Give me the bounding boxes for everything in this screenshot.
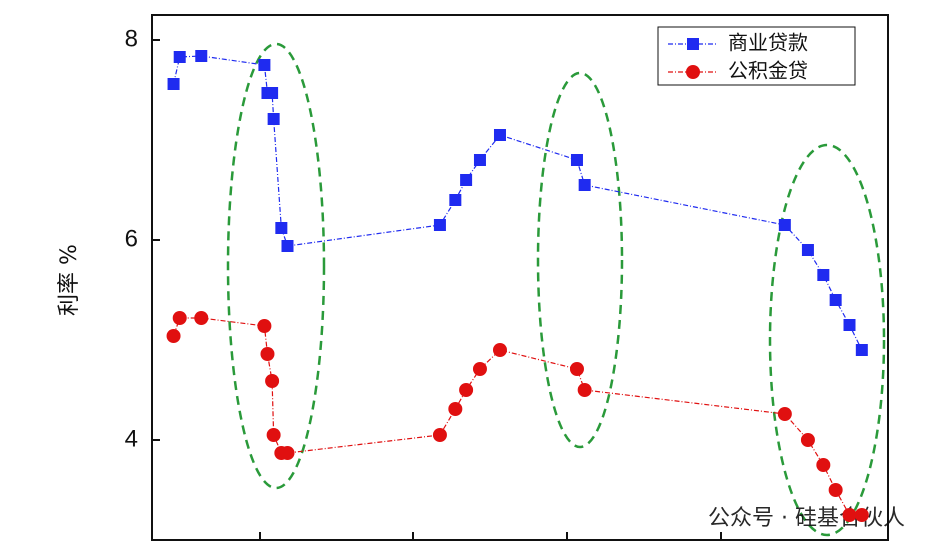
- x-ticks: [259, 532, 722, 540]
- point: [433, 219, 446, 231]
- point: [492, 343, 507, 357]
- point: [167, 78, 180, 90]
- point: [578, 179, 591, 191]
- point: [854, 508, 869, 522]
- series-line: [172, 55, 863, 351]
- point: [448, 402, 463, 416]
- y-tick-label: 8: [125, 25, 138, 52]
- y-axis-label: 利率 %: [57, 244, 82, 316]
- point: [195, 50, 208, 62]
- y-tick-label: 6: [125, 225, 138, 252]
- point: [449, 194, 462, 206]
- point: [801, 244, 814, 256]
- point: [173, 51, 186, 63]
- point: [687, 38, 699, 50]
- point: [817, 269, 830, 281]
- point: [265, 374, 280, 388]
- series-line: [172, 317, 862, 516]
- point: [172, 311, 187, 325]
- point: [800, 433, 815, 447]
- point: [816, 458, 831, 472]
- point: [267, 113, 280, 125]
- point: [266, 428, 281, 442]
- watermark: 公众号 · 硅基合伙人: [708, 506, 905, 531]
- point: [577, 383, 592, 397]
- y-tick-label: 4: [125, 425, 138, 452]
- point: [570, 154, 583, 166]
- point: [473, 154, 486, 166]
- highlight-ellipses: [226, 42, 886, 537]
- point: [260, 347, 275, 361]
- point: [266, 87, 279, 99]
- point: [472, 362, 487, 376]
- point: [686, 65, 700, 79]
- point: [258, 59, 271, 71]
- point: [493, 129, 506, 141]
- point: [855, 344, 868, 356]
- point: [777, 407, 792, 421]
- point: [829, 294, 842, 306]
- legend-label: 商业贷款: [728, 31, 808, 55]
- point: [778, 219, 791, 231]
- point: [569, 362, 584, 376]
- point: [460, 174, 473, 186]
- point: [166, 329, 181, 343]
- point: [432, 428, 447, 442]
- point: [257, 319, 272, 333]
- legend-label: 公积金贷: [728, 59, 808, 83]
- point: [459, 383, 474, 397]
- point: [828, 483, 843, 497]
- point: [281, 240, 294, 252]
- point: [275, 222, 288, 234]
- point: [280, 446, 295, 460]
- point: [194, 311, 209, 325]
- point: [843, 319, 856, 331]
- point: [842, 508, 857, 522]
- plot-frame: [151, 14, 889, 541]
